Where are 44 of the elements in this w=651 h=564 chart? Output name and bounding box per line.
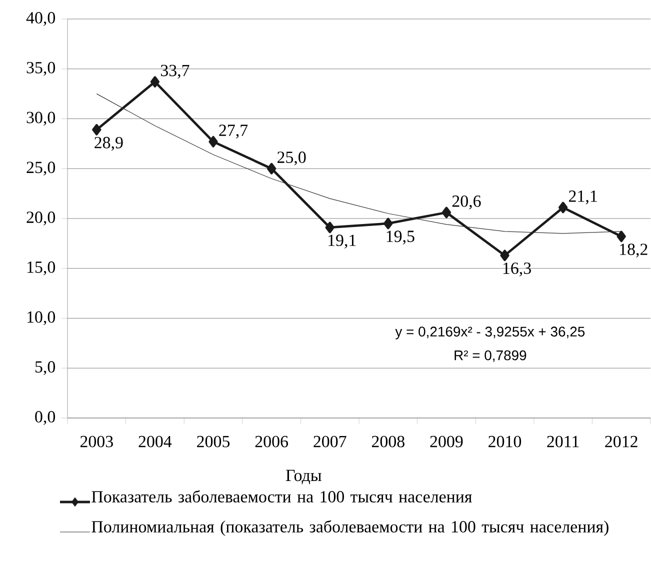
point [384, 218, 393, 230]
y-tick-label: 0,0 [35, 411, 56, 425]
y-tick-label: 20,0 [26, 212, 56, 226]
y-tick-label: 15,0 [28, 261, 56, 276]
data-label: 27,7 [219, 124, 248, 138]
point [325, 222, 334, 234]
y-tick-label: 40,0 [26, 12, 56, 26]
data-label: 25,0 [278, 152, 306, 166]
point [208, 136, 218, 148]
annotation: R² = 0,7899 [454, 350, 526, 362]
data-label: 21,1 [569, 190, 597, 204]
x-tick-label: 2010 [488, 436, 522, 448]
x-tick-label: 2003 [80, 436, 113, 448]
x-tick-label: 2009 [430, 436, 463, 448]
data-label: 20,6 [452, 195, 481, 210]
y-tick-label: 10,0 [28, 311, 56, 326]
y-tick-label: 35,0 [26, 62, 56, 76]
data-label: 28,9 [94, 136, 123, 151]
data-label: 18,2 [620, 244, 648, 258]
point [442, 206, 452, 218]
data-label: 19,1 [328, 234, 356, 248]
point [500, 250, 510, 262]
annotation: y = 0,2169x² - 3,9255x + 36,25 [395, 326, 585, 340]
x-tick-label: 2006 [255, 436, 288, 448]
x-tick-label: 2005 [197, 436, 230, 448]
point [266, 162, 276, 174]
x-tick-label: 2004 [138, 436, 172, 448]
point [616, 230, 626, 242]
point [92, 124, 102, 136]
data-label: 19,5 [386, 230, 414, 245]
x-tick-label: 2007 [314, 436, 346, 448]
y-tick-label: 30,0 [26, 112, 56, 126]
data-label: 33,7 [160, 64, 190, 79]
x-tick-label: 2012 [605, 436, 638, 448]
legend-label: Показатель заболеваемости на 100 тысяч населения [92, 490, 472, 502]
x-axis-title: Годы [286, 470, 322, 484]
point [150, 76, 160, 88]
data-label: 16,3 [503, 262, 531, 276]
x-tick-label: 2011 [547, 436, 579, 448]
legend-label: Полиномиальная (показатель заболеваемости на 100 тысяч населения) [92, 520, 608, 536]
y-tick-label: 5,0 [35, 361, 56, 376]
point [558, 202, 568, 214]
y-tick-label: 25,0 [26, 162, 56, 176]
x-tick-label: 2008 [372, 436, 404, 448]
